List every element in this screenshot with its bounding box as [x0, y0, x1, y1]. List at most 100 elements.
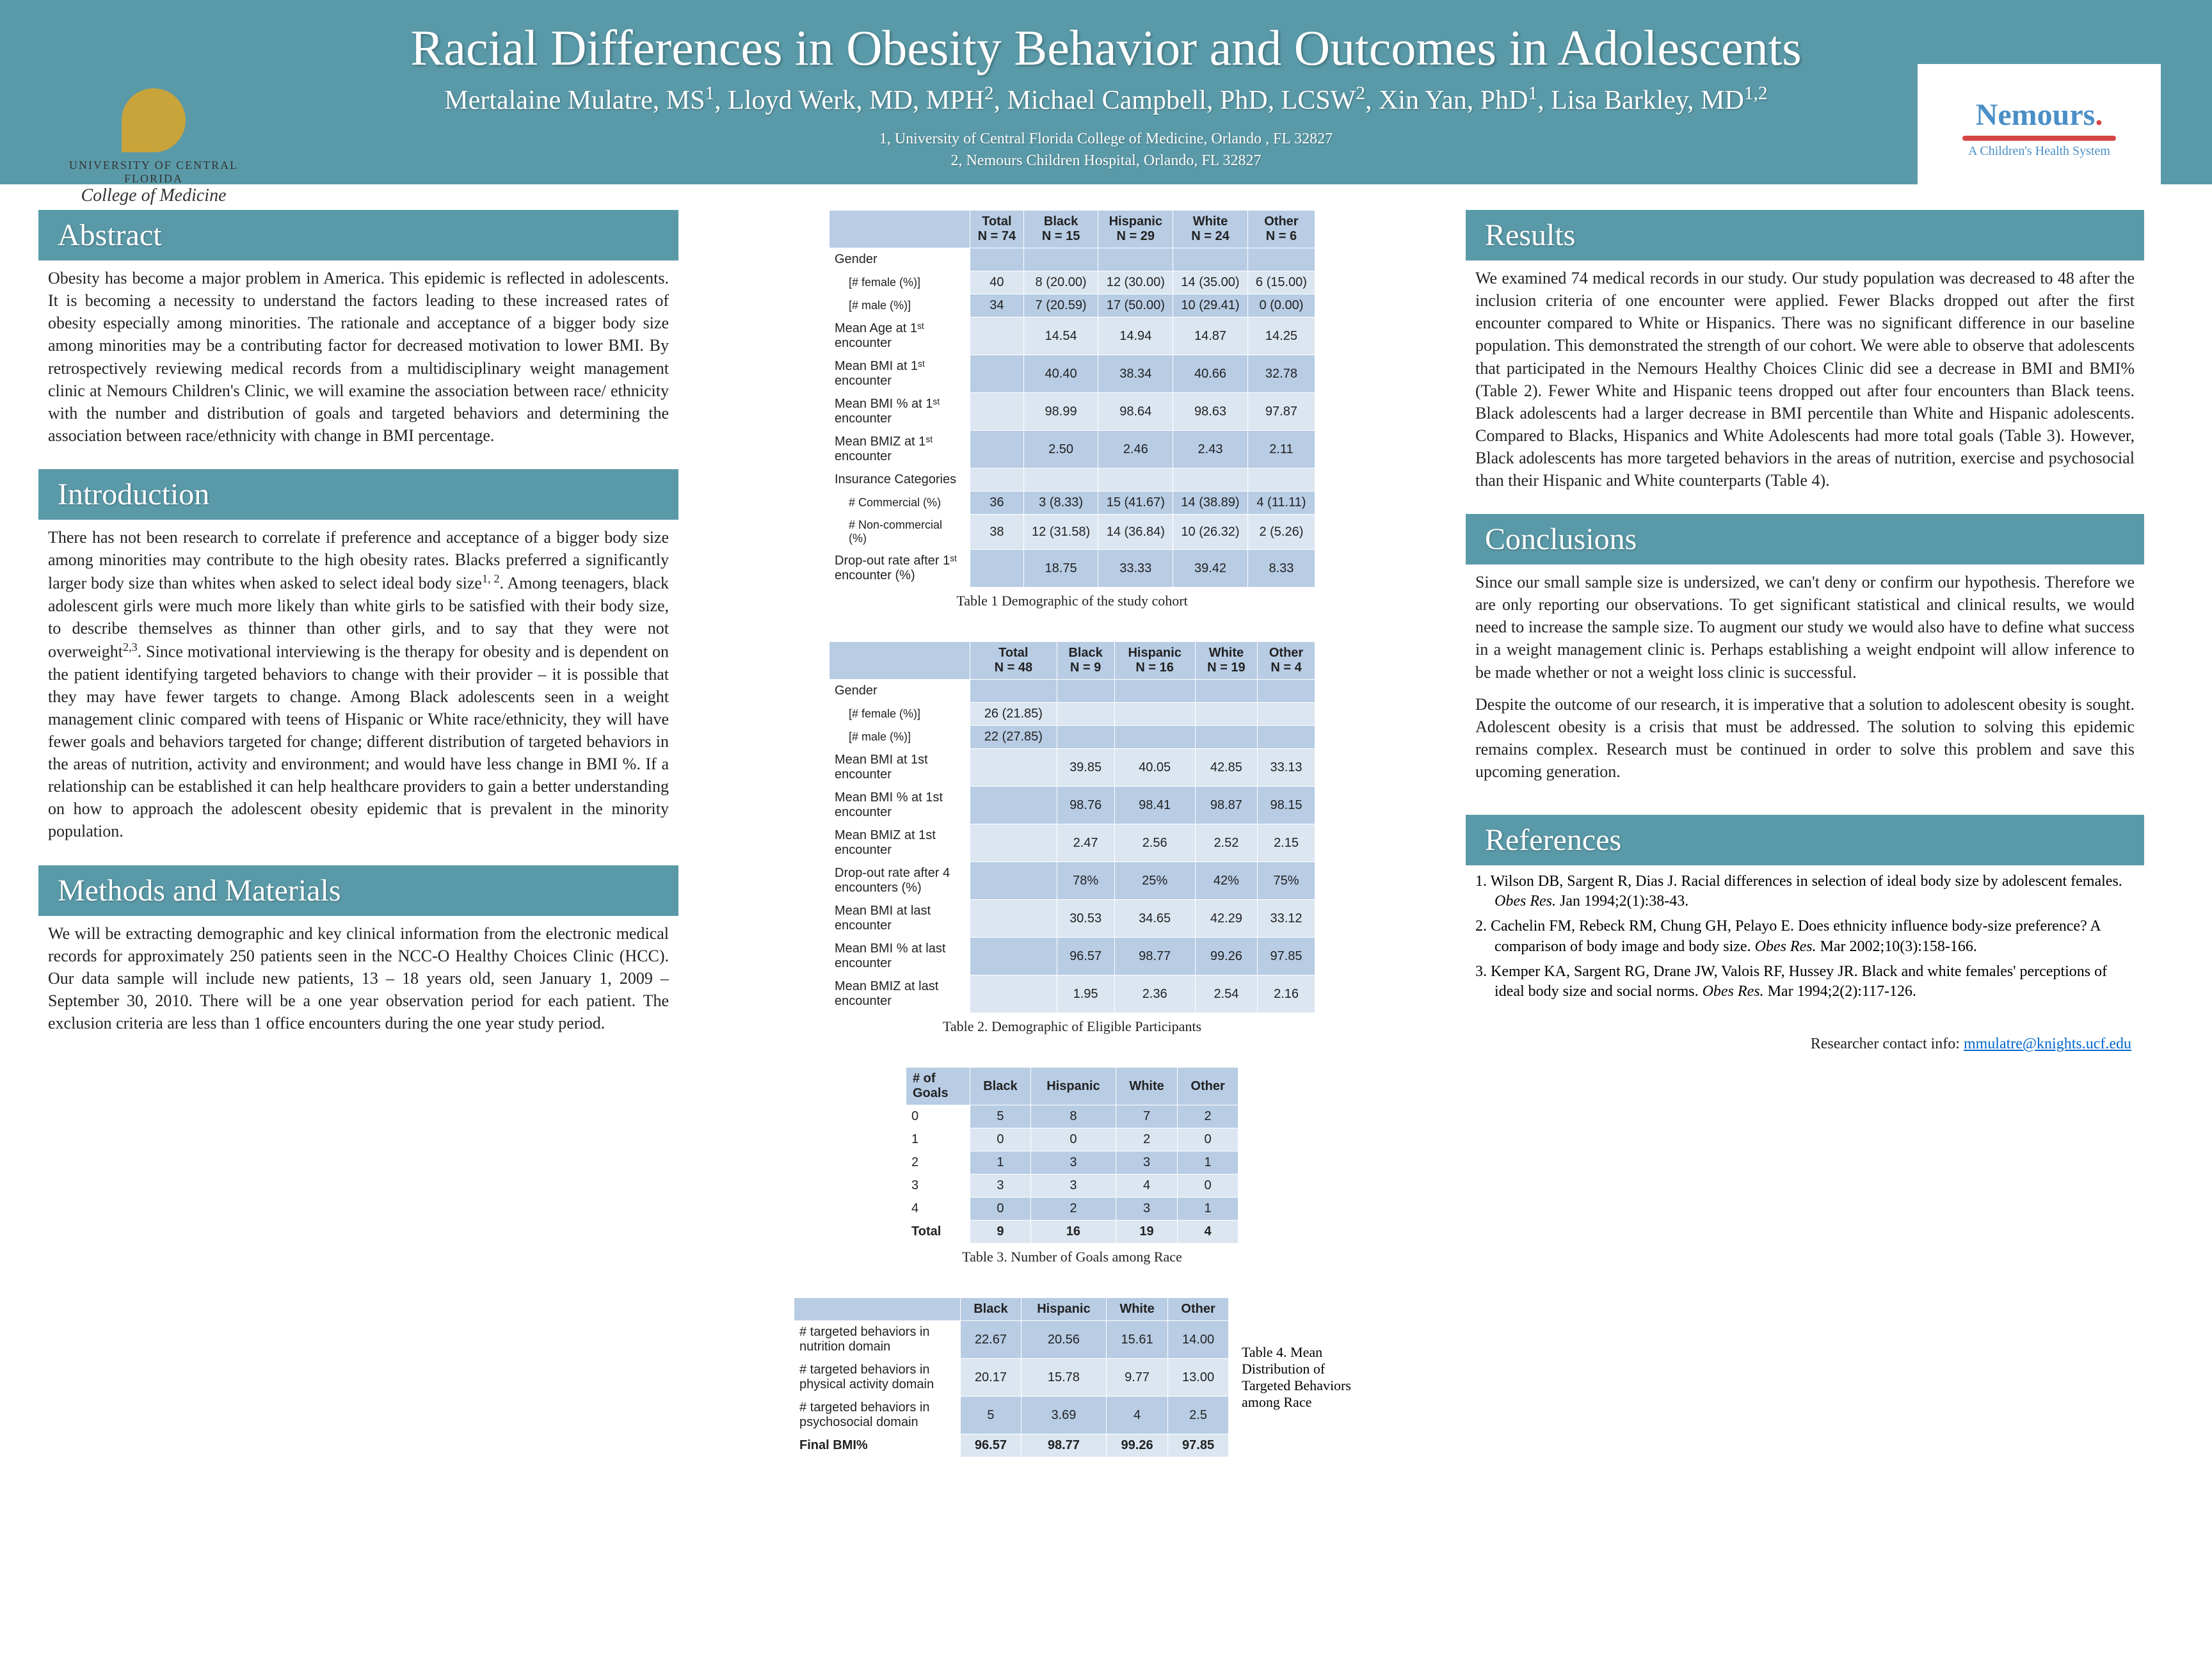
table-row-label: # Non-commercial (%) — [830, 515, 970, 550]
table-row-label: Gender — [830, 680, 970, 703]
reference-item: 3. Kemper KA, Sargent RG, Drane JW, Valo… — [1475, 962, 2135, 1002]
conclusions-header: Conclusions — [1466, 514, 2144, 565]
table-cell: 39.42 — [1173, 550, 1248, 588]
table-cell — [970, 900, 1057, 938]
table-cell: 2.46 — [1098, 431, 1173, 469]
table-cell — [970, 431, 1024, 469]
table-cell: 3 (8.33) — [1023, 492, 1098, 515]
table-cell: 3.69 — [1021, 1397, 1106, 1434]
table-cell: 2.36 — [1114, 975, 1195, 1013]
table-cell — [970, 938, 1057, 975]
table-cell: 1 — [970, 1151, 1031, 1174]
table-cell: 19 — [1116, 1221, 1177, 1244]
table-row-label: Mean BMIZ at 1st encounter — [830, 824, 970, 862]
table-cell — [970, 787, 1057, 824]
table-cell: 14.94 — [1098, 317, 1173, 355]
table-cell: 10 (26.32) — [1173, 515, 1248, 550]
table-cell: 98.15 — [1258, 787, 1315, 824]
references-section: References 1. Wilson DB, Sargent R, Dias… — [1466, 815, 2144, 1013]
table4-wrap: BlackHispanicWhiteOther# targeted behavi… — [704, 1297, 1440, 1457]
table-cell: 39.85 — [1057, 749, 1114, 787]
table-cell: 2 — [1116, 1128, 1177, 1151]
table-cell — [1114, 703, 1195, 726]
table-header: HispanicN = 29 — [1098, 211, 1173, 248]
table-cell: 2 — [1030, 1198, 1116, 1221]
table-cell: 42% — [1195, 862, 1257, 900]
table-cell: 9.77 — [1106, 1359, 1167, 1397]
table-cell: 15.61 — [1106, 1321, 1167, 1359]
table-cell: 33.33 — [1098, 550, 1173, 588]
table-header: Hispanic — [1021, 1298, 1106, 1321]
contact-email[interactable]: mmulatre@knights.ucf.edu — [1964, 1036, 2131, 1052]
table-header: OtherN = 4 — [1258, 642, 1315, 680]
table-header: Black — [961, 1298, 1022, 1321]
table-header — [830, 642, 970, 680]
table-header: TotalN = 48 — [970, 642, 1057, 680]
table-cell — [970, 317, 1024, 355]
table-row-label: # Commercial (%) — [830, 492, 970, 515]
reference-item: 2. Cachelin FM, Rebeck RM, Chung GH, Pel… — [1475, 917, 2135, 956]
table-cell: 3 — [970, 1174, 1031, 1198]
table-row-label: Mean Age at 1ˢᵗ encounter — [830, 317, 970, 355]
table-cell: 22 (27.85) — [970, 726, 1057, 749]
table-cell: 17 (50.00) — [1098, 294, 1173, 317]
results-header: Results — [1466, 210, 2144, 260]
table-header — [830, 211, 970, 248]
table-row-label: Mean BMI at 1ˢᵗ encounter — [830, 355, 970, 393]
results-section: Results We examined 74 medical records i… — [1466, 210, 2144, 498]
table-cell: 34 — [970, 294, 1024, 317]
table-row-label: Mean BMI % at 1ˢᵗ encounter — [830, 393, 970, 431]
table-cell: 2.54 — [1195, 975, 1257, 1013]
table-cell — [1247, 248, 1315, 271]
table2-caption: Table 2. Demographic of Eligible Partici… — [704, 1018, 1440, 1035]
nemours-underline — [1962, 136, 2116, 141]
table-cell: 2.52 — [1195, 824, 1257, 862]
college-text: College of Medicine — [81, 186, 226, 206]
table-cell: 32.78 — [1247, 355, 1315, 393]
table-cell — [970, 749, 1057, 787]
table-2: TotalN = 48BlackN = 9HispanicN = 16White… — [829, 641, 1315, 1013]
poster-title: Racial Differences in Obesity Behavior a… — [51, 19, 2161, 77]
table-cell — [1173, 469, 1248, 492]
table-header: WhiteN = 24 — [1173, 211, 1248, 248]
table1-wrap: TotalN = 74BlackN = 15HispanicN = 29Whit… — [704, 210, 1440, 609]
table-cell — [1057, 680, 1114, 703]
table-cell — [1195, 726, 1257, 749]
conclusions-section: Conclusions Since our small sample size … — [1466, 514, 2144, 799]
table-cell: 12 (31.58) — [1023, 515, 1098, 550]
abstract-body: Obesity has become a major problem in Am… — [38, 260, 678, 453]
table-cell: 3 — [1030, 1174, 1116, 1198]
table-cell: 33.13 — [1258, 749, 1315, 787]
nemours-text: Nemours. — [1976, 97, 2103, 132]
body: Abstract Obesity has become a major prob… — [0, 184, 2212, 1659]
table-header: HispanicN = 16 — [1114, 642, 1195, 680]
table-cell: 2.15 — [1258, 824, 1315, 862]
table-cell: 14 (35.00) — [1173, 271, 1248, 294]
table-cell — [970, 550, 1024, 588]
table-cell — [970, 469, 1024, 492]
table-row-label: 3 — [906, 1174, 970, 1198]
table-1: TotalN = 74BlackN = 15HispanicN = 29Whit… — [829, 210, 1315, 588]
table-row-label: Final BMI% — [794, 1434, 961, 1457]
table-cell: 3 — [1116, 1198, 1177, 1221]
table-header: WhiteN = 19 — [1195, 642, 1257, 680]
table-header: BlackN = 15 — [1023, 211, 1098, 248]
table-cell — [970, 862, 1057, 900]
table-row-label: Drop-out rate after 4 encounters (%) — [830, 862, 970, 900]
table-cell — [1023, 248, 1098, 271]
abstract-section: Abstract Obesity has become a major prob… — [38, 210, 678, 453]
table-cell: 40.05 — [1114, 749, 1195, 787]
table-cell — [970, 824, 1057, 862]
table-row-label: Mean BMI % at 1st encounter — [830, 787, 970, 824]
table-cell: 6 (15.00) — [1247, 271, 1315, 294]
table-cell: 14.00 — [1168, 1321, 1229, 1359]
table-row-label: Total — [906, 1221, 970, 1244]
affiliation-2: 2, Nemours Children Hospital, Orlando, F… — [51, 150, 2161, 172]
table-cell: 1 — [1178, 1198, 1238, 1221]
reference-item: 1. Wilson DB, Sargent R, Dias J. Racial … — [1475, 872, 2135, 911]
table-cell — [970, 975, 1057, 1013]
table-cell: 4 (11.11) — [1247, 492, 1315, 515]
table-row-label: Mean BMI at last encounter — [830, 900, 970, 938]
table-cell — [1098, 469, 1173, 492]
references-body: 1. Wilson DB, Sargent R, Dias J. Racial … — [1466, 865, 2144, 1013]
